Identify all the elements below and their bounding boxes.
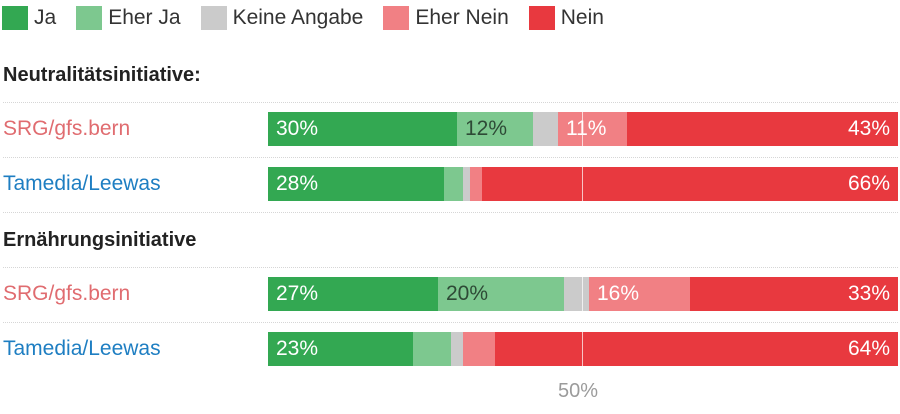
data-label: 30%	[276, 117, 319, 140]
legend: Ja Eher Ja Keine Angabe Eher Nein Nein	[2, 6, 624, 30]
legend-label: Eher Ja	[108, 6, 181, 29]
data-label: 33%	[847, 282, 890, 305]
row-separator	[3, 212, 898, 213]
bar-segment	[627, 112, 898, 146]
bar-segment	[444, 167, 463, 201]
bar-segment	[564, 277, 589, 311]
bar-segment	[690, 277, 898, 311]
row-separator	[3, 157, 898, 158]
bar-segment	[438, 277, 564, 311]
bar-segment	[558, 112, 627, 146]
legend-label: Keine Angabe	[232, 6, 364, 29]
midline	[582, 112, 583, 201]
stacked-bar: 27% 20% 16% 33%	[268, 277, 898, 311]
bar-segment	[457, 112, 533, 146]
midline-label: 50%	[558, 380, 599, 402]
legend-swatch	[528, 6, 555, 30]
stacked-bar: 23% 64%	[268, 332, 898, 366]
data-label: 43%	[847, 117, 890, 140]
stacked-bar: 30% 12% 11% 43%	[268, 112, 898, 146]
data-label: 20%	[446, 282, 489, 305]
data-label: 66%	[847, 172, 890, 195]
legend-item: Ja	[2, 6, 56, 30]
legend-item: Nein	[528, 6, 604, 30]
row-separator	[3, 322, 898, 323]
row-label: SRG/gfs.bern	[3, 117, 131, 140]
data-label: 64%	[847, 337, 890, 360]
bar-segment	[451, 332, 463, 366]
bar-segment	[589, 277, 690, 311]
data-label: 11%	[566, 117, 607, 140]
midline	[582, 277, 583, 366]
bar-segment	[533, 112, 558, 146]
legend-swatch	[2, 6, 28, 30]
legend-label: Nein	[560, 6, 604, 29]
data-label: 23%	[276, 337, 319, 360]
data-label: 16%	[597, 282, 640, 305]
legend-label: Eher Nein	[415, 6, 509, 29]
legend-swatch	[383, 6, 410, 30]
bar-segment	[268, 112, 457, 146]
bar-segment	[463, 332, 495, 366]
bar-segment	[482, 167, 898, 201]
group-title: Ernährungsinitiative	[3, 229, 197, 251]
row-separator	[3, 102, 898, 103]
bar-segment	[268, 167, 444, 201]
legend-swatch	[76, 6, 103, 30]
data-label: 12%	[465, 117, 508, 140]
bar-segment	[463, 167, 470, 201]
row-separator	[3, 267, 898, 268]
row-label: Tamedia/Leewas	[3, 337, 161, 360]
row-label: SRG/gfs.bern	[3, 282, 131, 305]
legend-swatch	[200, 6, 227, 30]
row-label: Tamedia/Leewas	[3, 172, 161, 195]
data-label: 28%	[276, 172, 319, 195]
bar-segment	[495, 332, 898, 366]
stacked-bar: 28% 66%	[268, 167, 898, 201]
group-title: Neutralitätsinitiative:	[3, 64, 201, 86]
legend-item: Eher Ja	[76, 6, 181, 30]
bar-segment	[413, 332, 451, 366]
legend-item: Eher Nein	[383, 6, 509, 30]
legend-label: Ja	[34, 6, 57, 29]
bar-segment	[268, 277, 438, 311]
bar-segment	[470, 167, 482, 201]
legend-item: Keine Angabe	[200, 6, 364, 30]
bar-segment	[268, 332, 413, 366]
data-label: 27%	[276, 282, 319, 305]
